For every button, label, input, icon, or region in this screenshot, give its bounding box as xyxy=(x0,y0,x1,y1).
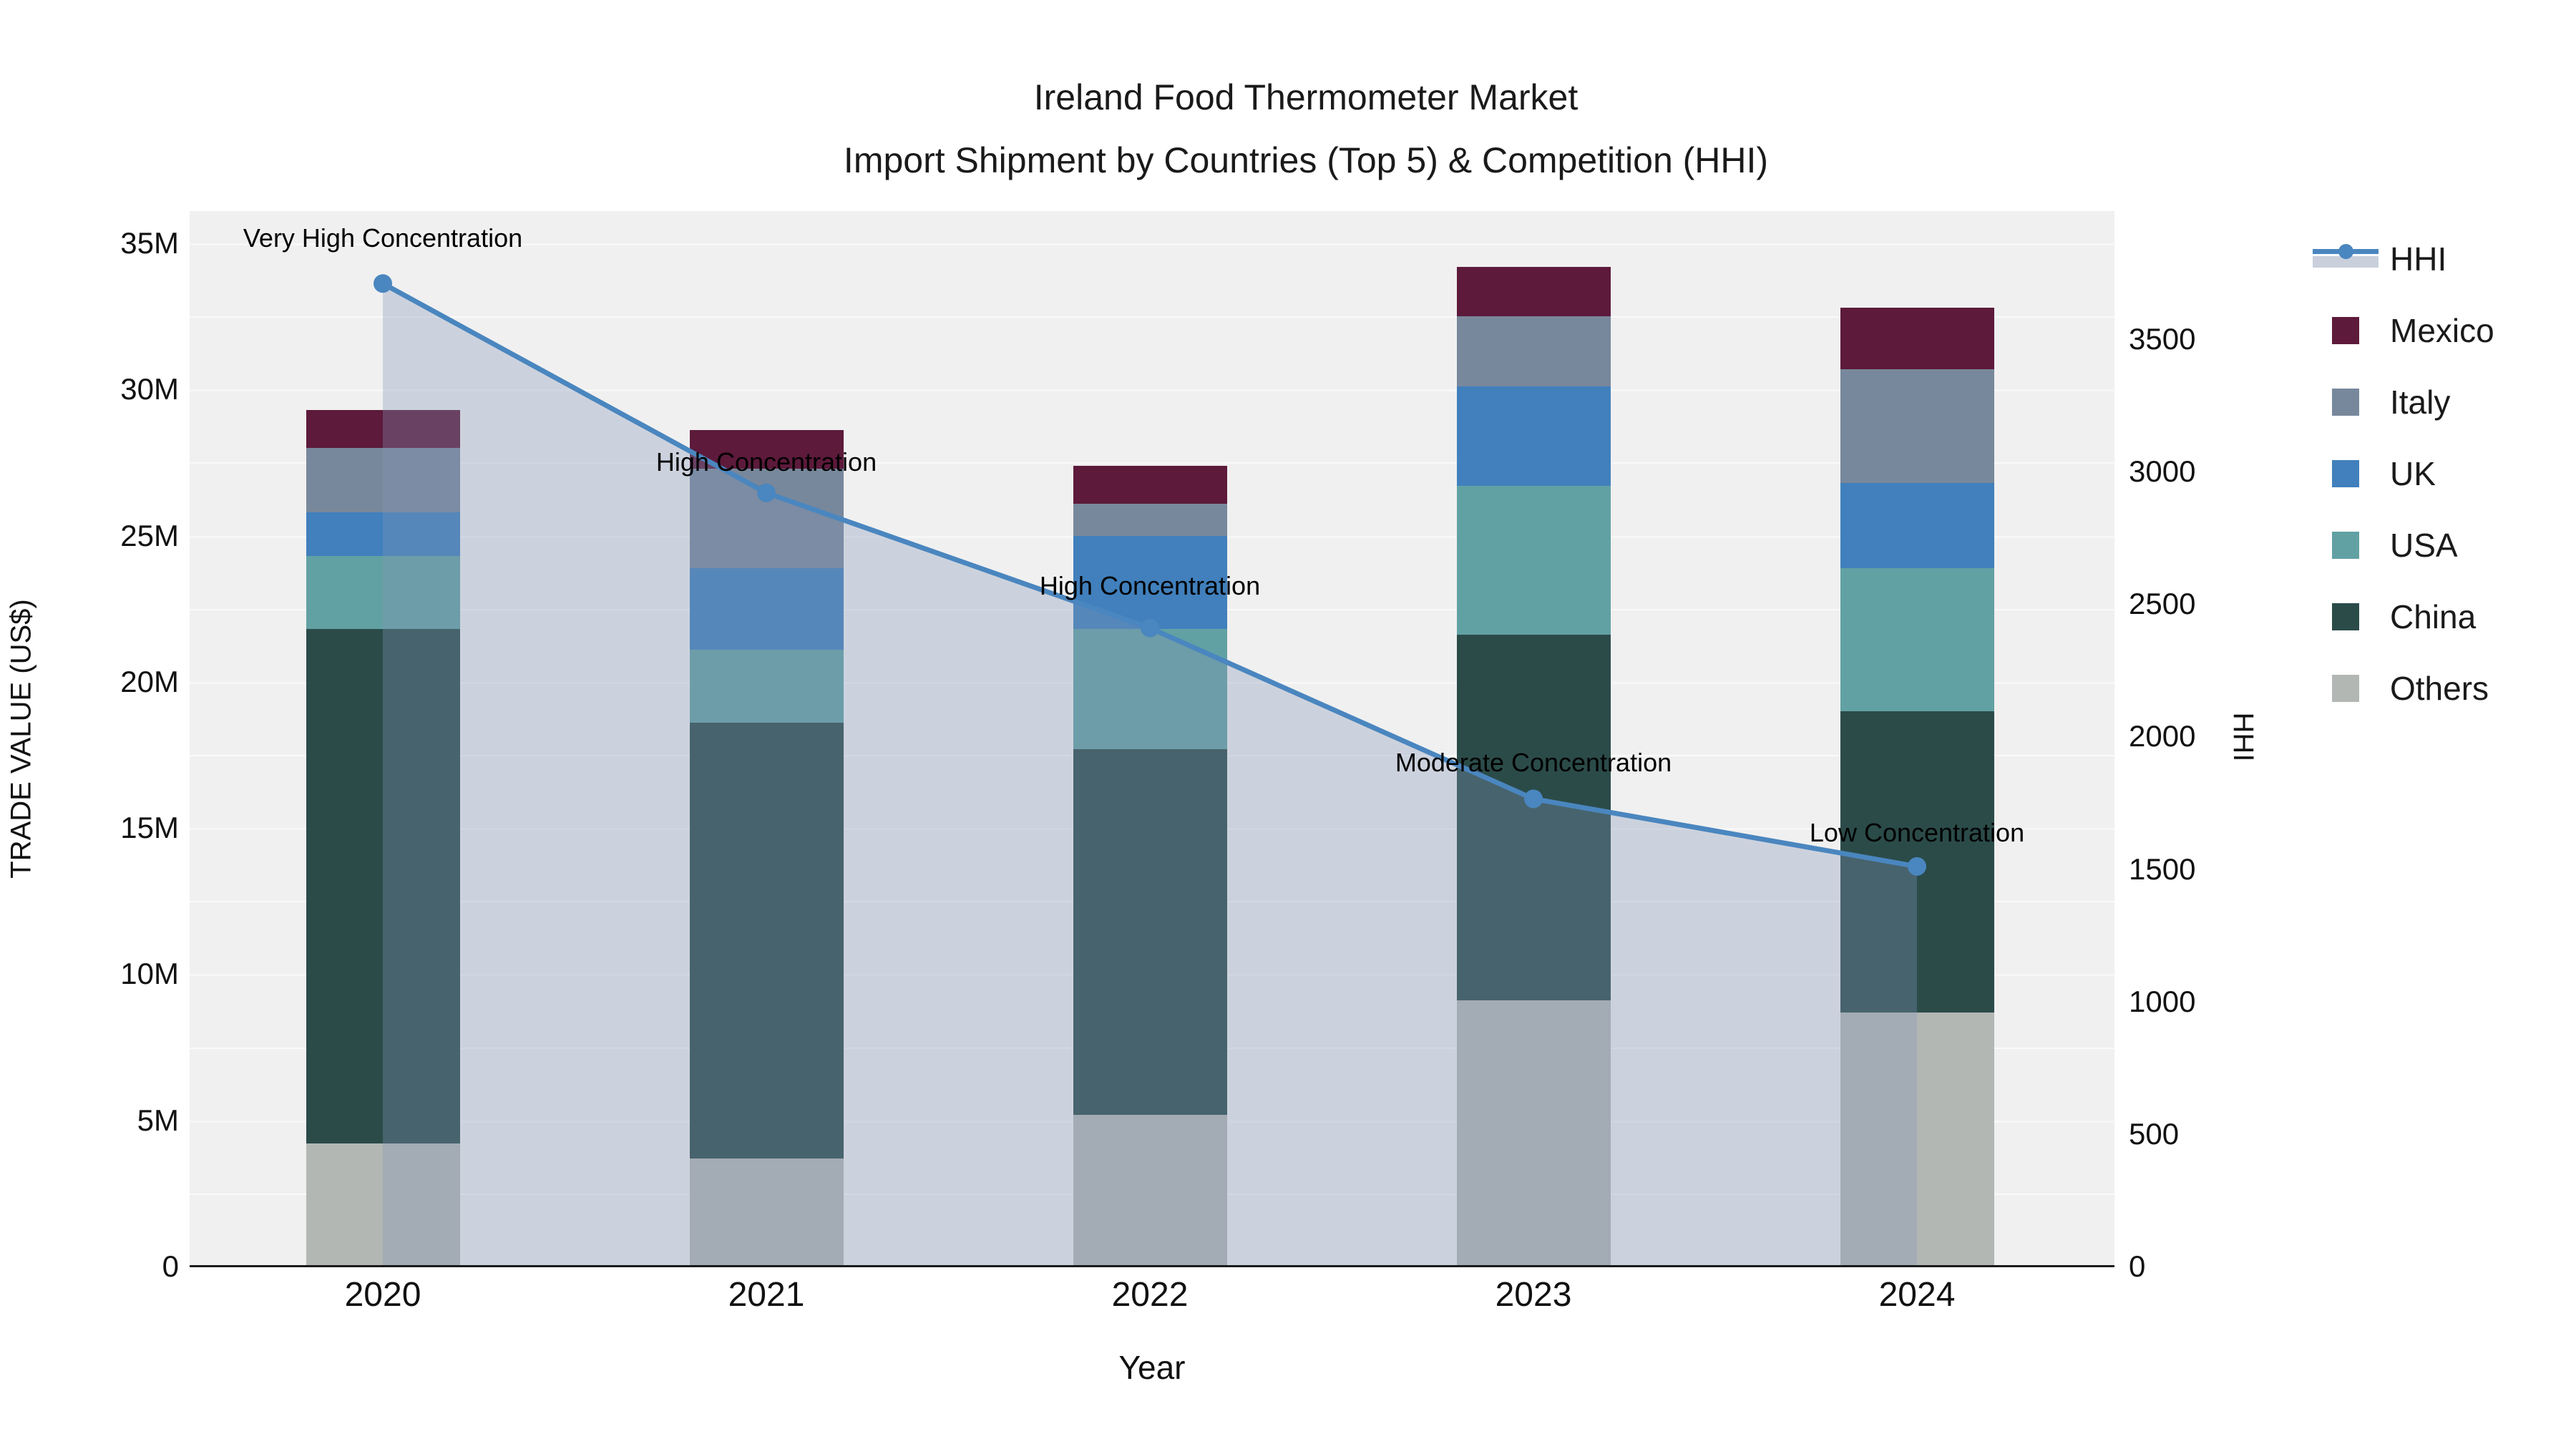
annotation-2024: Low Concentration xyxy=(1809,817,2025,847)
legend-label: USA xyxy=(2390,527,2458,564)
china-swatch-icon xyxy=(2332,603,2359,630)
annotation-2023: Moderate Concentration xyxy=(1395,748,1672,778)
bar-2022-others[interactable] xyxy=(1073,1114,1227,1267)
y-left-tick-label: 30M xyxy=(120,372,179,406)
hhi-area-sample xyxy=(2313,256,2379,268)
gridline xyxy=(190,316,2114,318)
bar-2023-uk[interactable] xyxy=(1456,386,1611,487)
legend-label: HHI xyxy=(2390,240,2447,278)
bar-2020-others[interactable] xyxy=(306,1143,460,1267)
bar-2022-mexico[interactable] xyxy=(1073,465,1227,504)
hhi-line-sample xyxy=(2313,244,2379,272)
bar-2020-italy[interactable] xyxy=(306,448,460,512)
legend-item-italy[interactable]: Italy xyxy=(2313,366,2576,438)
gridline xyxy=(190,389,2114,392)
y-axis-title-left: TRADE VALUE (US$) xyxy=(5,599,37,879)
plot-area xyxy=(190,211,2114,1267)
legend-item-mexico[interactable]: Mexico xyxy=(2313,295,2576,366)
y-left-tick-label: 35M xyxy=(120,226,179,260)
y-left-tick-label: 20M xyxy=(120,664,179,698)
bar-2020-usa[interactable] xyxy=(306,556,460,630)
y-left-tick-label: 0 xyxy=(162,1249,179,1283)
bar-2021-china[interactable] xyxy=(689,723,844,1158)
bar-2020-mexico[interactable] xyxy=(306,409,460,448)
y-right-tick-label: 3000 xyxy=(2129,454,2196,489)
chart-subtitle: Import Shipment by Countries (Top 5) & C… xyxy=(843,140,1769,180)
x-axis-title: Year xyxy=(1118,1349,1186,1386)
y-left-tick-label: 15M xyxy=(120,811,179,845)
legend-item-uk[interactable]: UK xyxy=(2313,438,2576,509)
legend-label: Mexico xyxy=(2390,312,2494,349)
x-tick-label-2023: 2023 xyxy=(1495,1276,1572,1314)
y-right-tick-label: 0 xyxy=(2129,1249,2146,1283)
legend-label: Others xyxy=(2390,670,2489,707)
mexico-swatch-icon xyxy=(2332,317,2359,344)
bar-2021-others[interactable] xyxy=(689,1158,844,1267)
bar-2024-usa[interactable] xyxy=(1840,567,1994,711)
gridline xyxy=(190,243,2114,245)
x-tick-label-2021: 2021 xyxy=(728,1276,805,1314)
others-swatch-icon xyxy=(2332,675,2359,702)
x-tick-label-2022: 2022 xyxy=(1111,1276,1189,1314)
bar-2024-mexico[interactable] xyxy=(1840,307,1994,369)
bar-2022-china[interactable] xyxy=(1073,748,1227,1115)
usa-swatch-icon xyxy=(2332,532,2359,559)
x-axis-line xyxy=(190,1265,2114,1267)
annotation-2020: Very High Concentration xyxy=(243,223,523,253)
legend-item-usa[interactable]: USA xyxy=(2313,509,2576,581)
y-right-tick-label: 2500 xyxy=(2129,587,2196,621)
chart-title: Ireland Food Thermometer Market xyxy=(1033,77,1579,117)
y-left-tick-label: 5M xyxy=(137,1103,179,1137)
hhi-marker-glyph xyxy=(2338,244,2353,259)
bar-2020-china[interactable] xyxy=(306,629,460,1144)
uk-swatch-icon xyxy=(2332,460,2359,487)
y-axis-title-right: HHI xyxy=(2228,712,2260,762)
legend-label: UK xyxy=(2390,455,2436,492)
x-tick-label-2020: 2020 xyxy=(344,1276,421,1314)
y-right-tick-label: 1000 xyxy=(2129,984,2196,1018)
y-right-tick-label: 3500 xyxy=(2129,321,2196,356)
annotation-2022: High Concentration xyxy=(1039,570,1261,600)
bar-2024-italy[interactable] xyxy=(1840,369,1994,484)
bar-2021-italy[interactable] xyxy=(689,468,844,568)
y-right-tick-label: 500 xyxy=(2129,1116,2180,1151)
y-left-tick-label: 25M xyxy=(120,518,179,552)
y-left-tick-label: 10M xyxy=(120,957,179,991)
x-tick-label-2024: 2024 xyxy=(1878,1276,1956,1314)
bar-2022-usa[interactable] xyxy=(1073,629,1227,749)
legend-item-others[interactable]: Others xyxy=(2313,653,2576,724)
legend-item-hhi[interactable]: HHI xyxy=(2313,223,2576,295)
italy-swatch-icon xyxy=(2332,389,2359,416)
bar-2021-usa[interactable] xyxy=(689,649,844,723)
bar-2024-uk[interactable] xyxy=(1840,483,1994,568)
y-right-tick-label: 2000 xyxy=(2129,719,2196,753)
y-right-tick-label: 1500 xyxy=(2129,852,2196,886)
legend-label: China xyxy=(2390,598,2477,635)
annotation-2021: High Concentration xyxy=(655,447,877,477)
bar-2021-uk[interactable] xyxy=(689,567,844,650)
title-block: Ireland Food Thermometer Market Import S… xyxy=(844,66,1768,192)
legend-item-china[interactable]: China xyxy=(2313,581,2576,653)
bar-2020-uk[interactable] xyxy=(306,512,460,557)
bar-2023-mexico[interactable] xyxy=(1456,266,1611,317)
bar-2023-italy[interactable] xyxy=(1456,316,1611,387)
bar-2022-italy[interactable] xyxy=(1073,503,1227,536)
gridline xyxy=(190,462,2114,464)
bar-2024-others[interactable] xyxy=(1840,1012,1994,1267)
bar-2023-usa[interactable] xyxy=(1456,486,1611,635)
bar-2023-others[interactable] xyxy=(1456,1000,1611,1267)
legend-label: Italy xyxy=(2390,384,2451,421)
bar-2024-china[interactable] xyxy=(1840,711,1994,1013)
bar-2023-china[interactable] xyxy=(1456,635,1611,1001)
